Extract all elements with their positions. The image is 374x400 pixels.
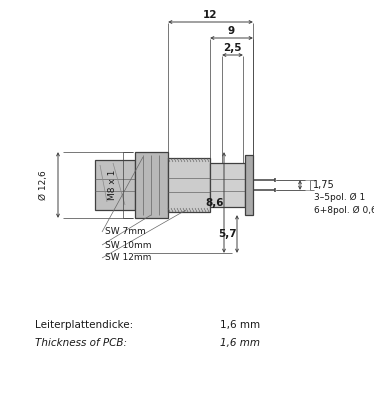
Text: 9: 9 (228, 26, 235, 36)
Text: 2,5: 2,5 (223, 43, 242, 53)
Bar (135, 152, 168, 218)
Bar (168, 158, 210, 212)
Text: 8,6: 8,6 (206, 198, 224, 208)
Text: M8 x 1: M8 x 1 (108, 170, 117, 200)
Text: 5,7: 5,7 (219, 229, 237, 239)
Text: 12: 12 (203, 10, 218, 20)
Bar (210, 163, 245, 207)
Text: 1,6 mm: 1,6 mm (220, 320, 260, 330)
Text: SW 7mm: SW 7mm (105, 228, 146, 236)
Bar (245, 155, 253, 215)
Text: 1,6 mm: 1,6 mm (220, 338, 260, 348)
Text: Ø 12,6: Ø 12,6 (40, 170, 49, 200)
Text: 6+8pol. Ø 0,6: 6+8pol. Ø 0,6 (314, 206, 374, 214)
Bar (95, 160, 135, 210)
Text: SW 10mm: SW 10mm (105, 240, 151, 250)
Text: SW 12mm: SW 12mm (105, 254, 151, 262)
Text: 3–5pol. Ø 1: 3–5pol. Ø 1 (314, 192, 365, 202)
Text: Thickness of PCB:: Thickness of PCB: (35, 338, 127, 348)
Text: Leiterplattendicke:: Leiterplattendicke: (35, 320, 133, 330)
Text: 1,75: 1,75 (313, 180, 335, 190)
